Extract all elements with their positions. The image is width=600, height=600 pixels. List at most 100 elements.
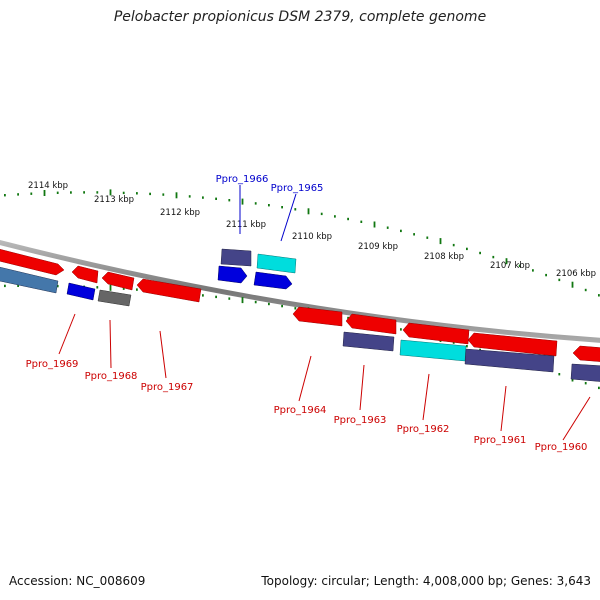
gene-arrow[interactable] — [402, 322, 470, 345]
minor-tick — [228, 199, 231, 202]
minor-tick — [202, 196, 204, 199]
minor-tick — [466, 247, 468, 251]
gene-arrow[interactable] — [66, 282, 96, 301]
gene-arrow[interactable] — [0, 266, 59, 294]
major-tick — [43, 190, 46, 196]
major-tick — [241, 198, 244, 205]
minor-tick — [347, 316, 349, 320]
minor-tick — [347, 217, 349, 221]
minor-tick — [202, 294, 204, 297]
minor-tick — [83, 191, 85, 194]
gene-track — [0, 248, 600, 382]
major-tick — [241, 297, 244, 304]
minor-tick — [96, 191, 99, 194]
scale-labels: 2114 kbp 2113 kbp 2112 kbp 2111 kbp 2110… — [28, 181, 596, 279]
minor-tick — [4, 284, 6, 288]
gene-arrow[interactable] — [253, 271, 293, 290]
minor-tick — [228, 297, 231, 300]
minor-tick — [136, 192, 138, 195]
minor-tick — [400, 229, 402, 233]
gene-label-ppro-1964[interactable]: Ppro_1964 — [274, 405, 327, 416]
accession-label: Accession: NC_008609 — [9, 574, 146, 588]
gene-arrow[interactable] — [345, 313, 397, 335]
scale-label: 2114 kbp — [28, 181, 68, 191]
gene-arrow[interactable] — [97, 289, 132, 307]
gene-arrow[interactable] — [570, 363, 600, 382]
gene-label-ppro-1962[interactable]: Ppro_1962 — [397, 424, 450, 435]
major-tick — [109, 189, 112, 196]
map-title: Pelobacter propionicus DSM 2379, complet… — [113, 9, 487, 25]
gene-arrow[interactable] — [101, 271, 135, 291]
gene-arrow[interactable] — [220, 248, 252, 267]
scale-label: 2107 kbp — [490, 261, 530, 271]
gene-arrow[interactable] — [292, 306, 343, 327]
minor-tick — [360, 220, 363, 223]
minor-tick — [400, 328, 402, 331]
genome-summary: Topology: circular; Length: 4,008,000 bp… — [261, 574, 591, 588]
gene-arrow[interactable] — [572, 345, 600, 362]
gene-label-ppro-1965[interactable]: Ppro_1965 — [271, 183, 324, 194]
minor-tick — [268, 204, 270, 207]
minor-tick — [426, 236, 429, 239]
major-tick — [571, 281, 574, 288]
minor-tick — [30, 192, 33, 195]
minor-tick — [281, 304, 283, 308]
gene-arrow[interactable] — [342, 331, 395, 352]
minor-tick — [320, 212, 323, 216]
minor-tick — [254, 300, 257, 304]
gene-arrow[interactable] — [0, 248, 65, 276]
minor-tick — [281, 206, 283, 209]
scale-label: 2109 kbp — [358, 242, 398, 252]
gene-label-ppro-1967[interactable]: Ppro_1967 — [141, 382, 194, 393]
gene-label-ppro-1963[interactable]: Ppro_1963 — [334, 415, 387, 426]
major-tick — [175, 192, 178, 199]
minor-tick — [413, 233, 415, 236]
gene-label-ppro-1966[interactable]: Ppro_1966 — [216, 174, 269, 185]
minor-tick — [136, 288, 138, 291]
chromosome-backbone — [0, 239, 600, 343]
minor-tick — [598, 294, 600, 297]
gene-label-ppro-1960[interactable]: Ppro_1960 — [535, 442, 588, 453]
minor-tick — [56, 284, 59, 288]
minor-tick — [162, 193, 165, 196]
minor-tick — [4, 194, 6, 197]
minor-tick — [492, 255, 495, 259]
scale-label: 2106 kbp — [556, 269, 596, 279]
gene-arrow[interactable] — [464, 348, 555, 373]
minor-tick — [545, 273, 547, 277]
minor-tick — [215, 295, 217, 299]
label-leaders — [58, 185, 591, 441]
gene-label-ppro-1968[interactable]: Ppro_1968 — [85, 371, 138, 382]
scale-label: 2112 kbp — [160, 208, 200, 218]
minor-tick — [96, 286, 99, 289]
minor-tick — [479, 251, 481, 255]
minor-tick — [558, 278, 561, 282]
minor-tick — [122, 287, 125, 290]
minor-tick — [149, 192, 151, 196]
major-tick — [109, 284, 112, 291]
minor-tick — [268, 302, 270, 306]
gene-arrow[interactable] — [467, 332, 558, 357]
gene-labels: Ppro_1966 Ppro_1965 Ppro_1969 Ppro_1968 … — [26, 174, 588, 453]
minor-tick — [215, 197, 217, 200]
gene-arrow[interactable] — [71, 265, 99, 284]
major-tick — [373, 221, 376, 228]
minor-tick — [452, 243, 455, 247]
scale-label: 2111 kbp — [226, 220, 266, 230]
scale-label: 2110 kbp — [292, 232, 332, 242]
gene-label-ppro-1969[interactable]: Ppro_1969 — [26, 359, 79, 370]
gene-arrow[interactable] — [399, 339, 467, 362]
minor-tick — [386, 226, 389, 229]
major-tick — [439, 238, 442, 245]
gene-arrow[interactable] — [217, 265, 248, 284]
gene-arrow[interactable] — [136, 278, 202, 303]
minor-tick — [188, 195, 191, 198]
minor-tick — [294, 208, 297, 211]
minor-tick — [254, 202, 257, 205]
minor-tick — [558, 373, 561, 376]
gene-label-ppro-1961[interactable]: Ppro_1961 — [474, 435, 527, 446]
minor-tick — [17, 193, 19, 196]
gene-arrow[interactable] — [256, 253, 297, 274]
minor-tick — [122, 191, 125, 195]
